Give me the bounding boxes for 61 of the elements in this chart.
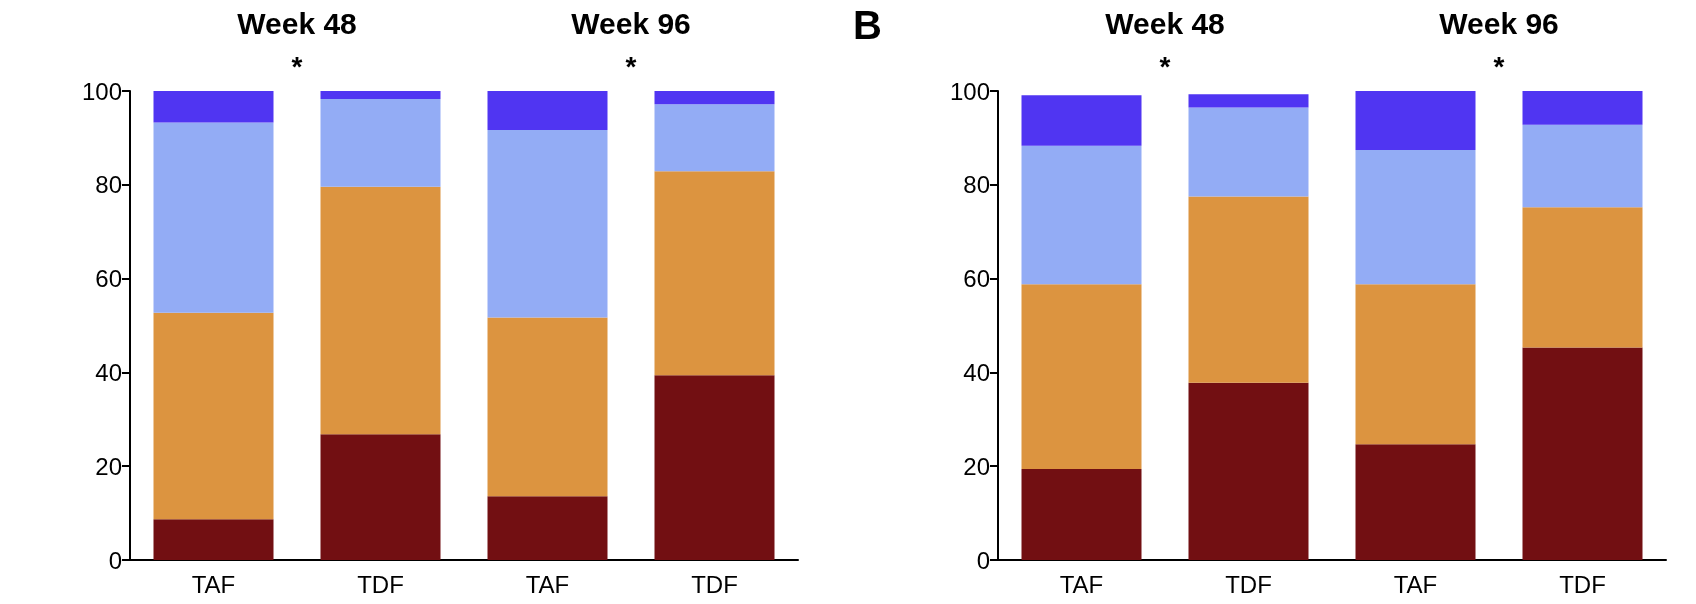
text: * bbox=[1159, 50, 1171, 82]
bar bbox=[153, 312, 274, 520]
bar bbox=[1021, 95, 1142, 146]
x-tick-label: TDF bbox=[1559, 570, 1606, 598]
bar bbox=[1522, 91, 1643, 125]
x-tick-label: TDF bbox=[1225, 570, 1272, 598]
x-tick-label: TAF bbox=[525, 570, 570, 598]
y-tick-label: 100 bbox=[81, 77, 122, 105]
bar bbox=[1522, 207, 1643, 348]
bar bbox=[153, 122, 274, 313]
y-tick-label: 100 bbox=[949, 77, 990, 105]
y-tick-label: 0 bbox=[976, 546, 990, 574]
bar bbox=[1522, 347, 1643, 560]
text: Week 96 bbox=[1439, 6, 1559, 40]
y-tick-label: 80 bbox=[95, 171, 122, 199]
bar bbox=[153, 519, 274, 560]
chart-title: B bbox=[853, 3, 882, 47]
y-tick-label: 40 bbox=[95, 358, 122, 386]
bar bbox=[320, 98, 441, 187]
bar bbox=[654, 104, 775, 172]
bar bbox=[654, 375, 775, 560]
bar bbox=[1021, 284, 1142, 470]
y-tick-label: 0 bbox=[108, 546, 122, 574]
bar bbox=[487, 317, 608, 497]
y-tick-label: 60 bbox=[963, 265, 990, 293]
x-tick-label: TAF bbox=[191, 570, 236, 598]
bar bbox=[1188, 107, 1309, 197]
bar bbox=[1355, 444, 1476, 560]
bar bbox=[654, 171, 775, 376]
x-tick-label: TAF bbox=[1059, 570, 1104, 598]
bar bbox=[1522, 124, 1643, 208]
bar bbox=[1188, 382, 1309, 560]
bar bbox=[1355, 91, 1476, 151]
bar bbox=[1188, 94, 1309, 108]
bar bbox=[320, 434, 441, 560]
text: * bbox=[291, 50, 303, 82]
bar bbox=[1021, 469, 1142, 560]
x-tick-label: TDF bbox=[691, 570, 738, 598]
x-tick-label: TAF bbox=[1393, 570, 1438, 598]
bar bbox=[320, 91, 441, 99]
bar bbox=[153, 91, 274, 123]
bar bbox=[1188, 196, 1309, 383]
y-tick-label: 20 bbox=[95, 452, 122, 480]
y-tick-label: 80 bbox=[963, 171, 990, 199]
bar bbox=[1021, 145, 1142, 285]
text: Week 48 bbox=[237, 6, 357, 40]
text: Week 48 bbox=[1105, 6, 1225, 40]
bar bbox=[320, 186, 441, 435]
bar bbox=[487, 91, 608, 130]
bar bbox=[487, 496, 608, 560]
y-tick-label: 20 bbox=[963, 452, 990, 480]
bar bbox=[1355, 284, 1476, 445]
bar bbox=[654, 91, 775, 105]
x-tick-label: TDF bbox=[357, 570, 404, 598]
y-tick-label: 60 bbox=[95, 265, 122, 293]
text: * bbox=[1493, 50, 1505, 82]
y-tick-label: 40 bbox=[963, 358, 990, 386]
text: Week 96 bbox=[571, 6, 691, 40]
bar bbox=[487, 129, 608, 318]
text: * bbox=[625, 50, 637, 82]
bar bbox=[1355, 150, 1476, 285]
